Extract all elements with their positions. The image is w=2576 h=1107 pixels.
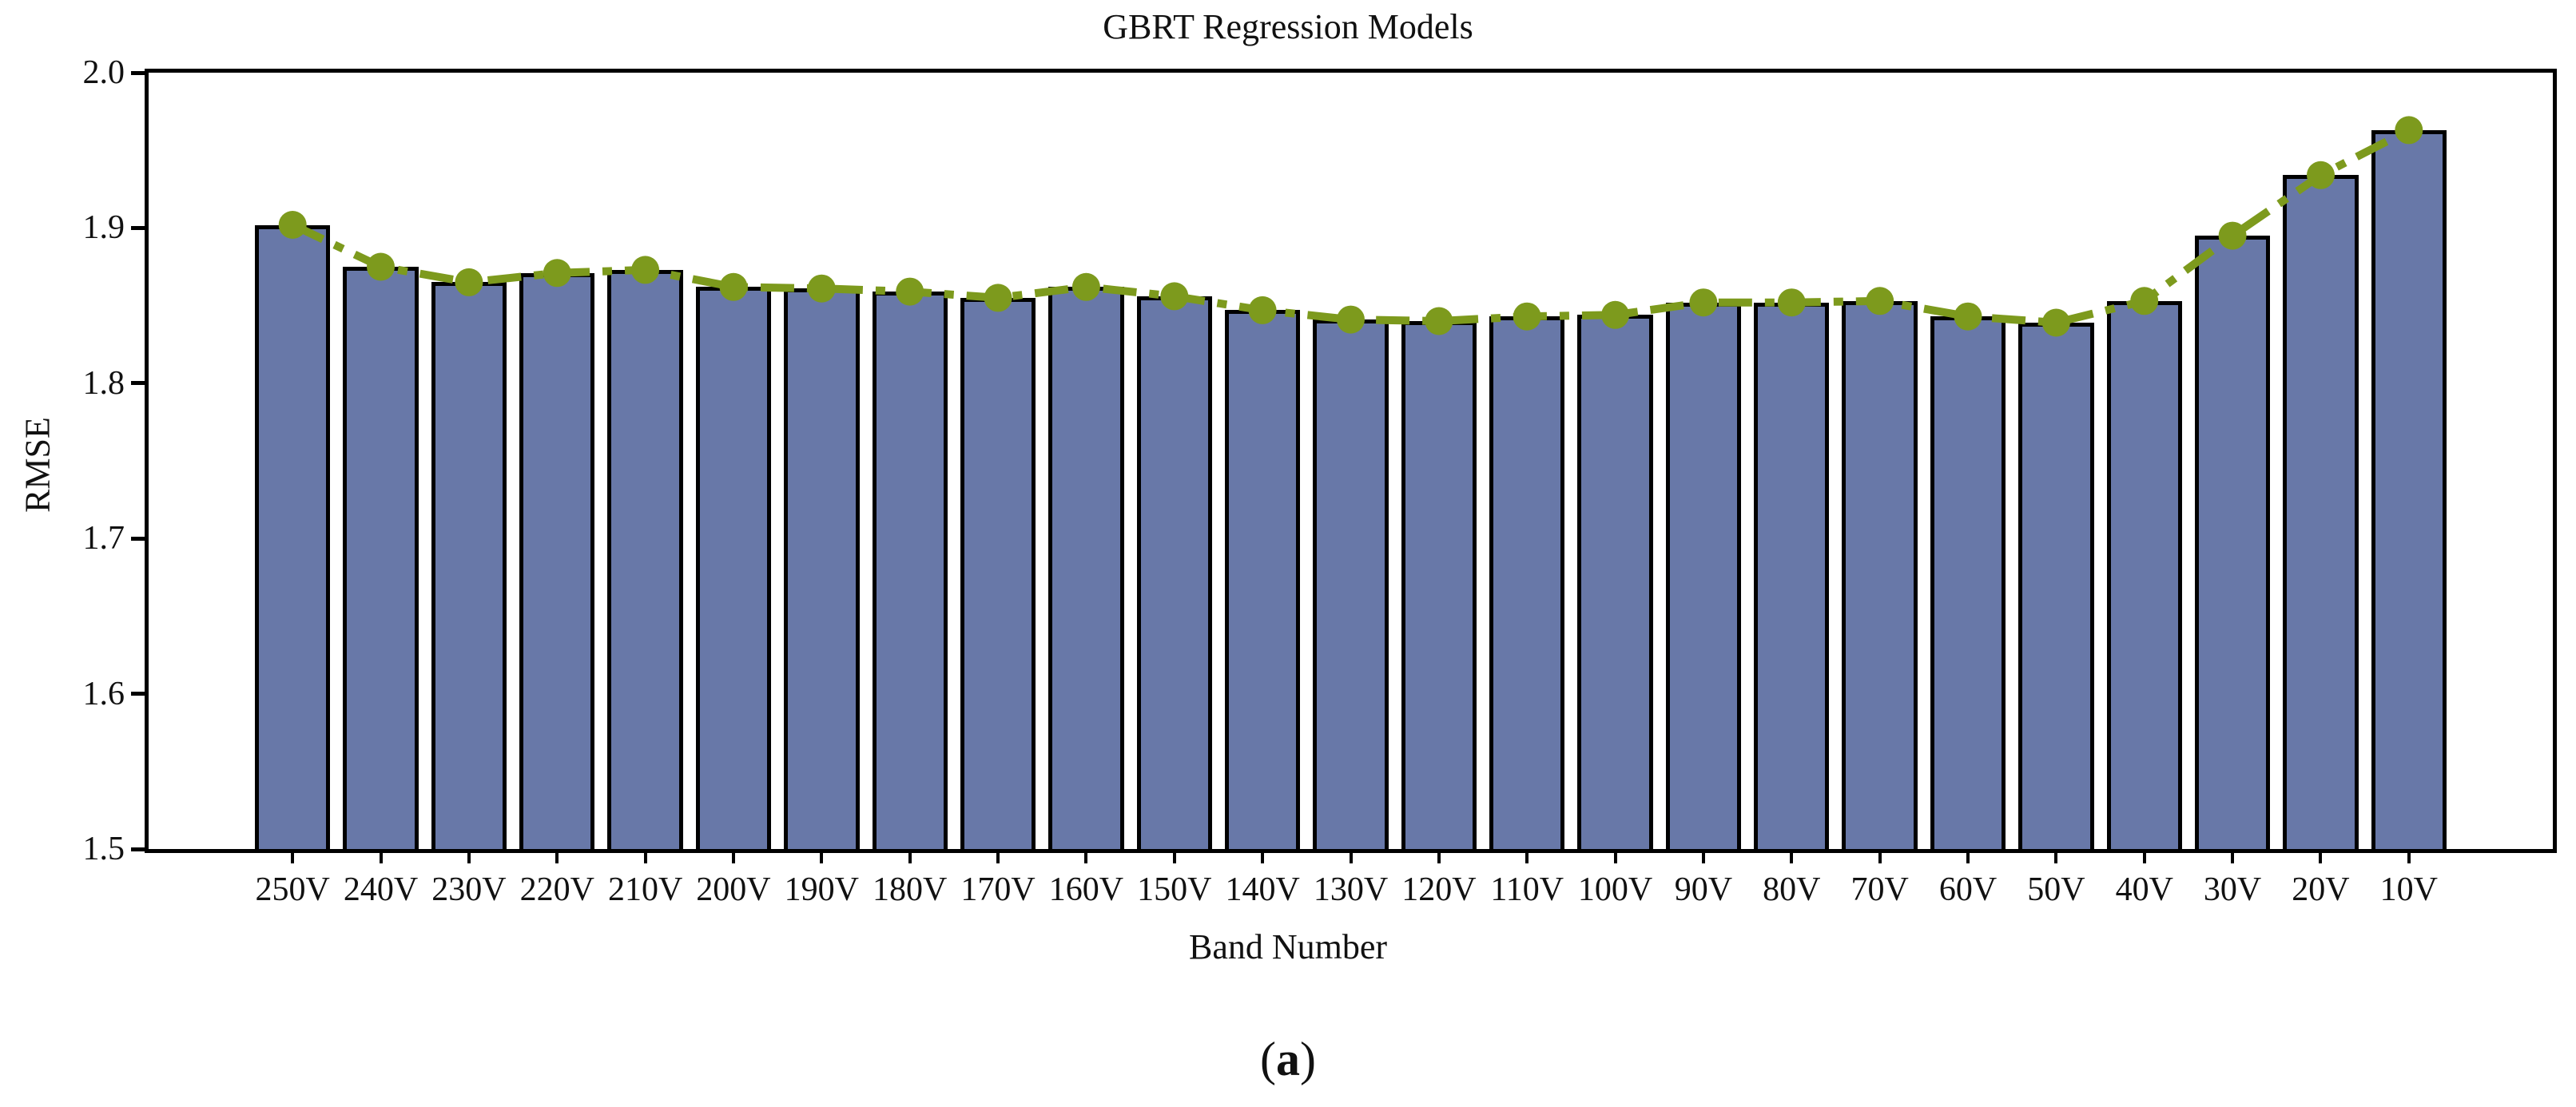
x-tick-label-10V: 10V [2379, 871, 2438, 908]
bar-130V [1313, 319, 1389, 849]
y-tick-1.9 [131, 225, 145, 230]
figure-caption: (a) [0, 1029, 2576, 1089]
x-tick-240V [379, 851, 383, 863]
bar-20V [2283, 175, 2359, 849]
x-tick-60V [1966, 851, 1970, 863]
x-tick-label-20V: 20V [2292, 871, 2350, 908]
x-tick-label-100V: 100V [1577, 871, 1653, 908]
bar-240V [343, 267, 419, 849]
bar-50V [2018, 322, 2094, 849]
x-tick-20V [2319, 851, 2323, 863]
y-tick-label-1.7: 1.7 [82, 520, 125, 557]
caption-paren-close: ) [1300, 1033, 1316, 1085]
bar-70V [1842, 300, 1918, 849]
x-tick-label-110V: 110V [1490, 871, 1564, 908]
bar-40V [2106, 300, 2182, 849]
x-tick-label-130V: 130V [1313, 871, 1389, 908]
bar-180V [872, 292, 948, 849]
x-tick-150V [1172, 851, 1176, 863]
y-tick-1.7 [131, 536, 145, 541]
y-tick-1.8 [131, 381, 145, 386]
bar-80V [1754, 302, 1830, 849]
x-tick-label-170V: 170V [960, 871, 1036, 908]
bars-layer [149, 73, 2553, 849]
x-tick-230V [467, 851, 471, 863]
x-tick-80V [1790, 851, 1794, 863]
x-tick-label-200V: 200V [696, 871, 771, 908]
x-tick-200V [731, 851, 735, 863]
bar-140V [1224, 310, 1301, 849]
bar-190V [784, 288, 860, 849]
bar-210V [607, 269, 683, 849]
y-tick-2.0 [131, 70, 145, 75]
y-tick-1.6 [131, 692, 145, 696]
x-tick-label-220V: 220V [519, 871, 594, 908]
caption-letter: a [1276, 1033, 1300, 1085]
y-tick-label-1.6: 1.6 [82, 675, 125, 712]
x-tick-170V [996, 851, 1000, 863]
x-tick-220V [555, 851, 559, 863]
bar-230V [431, 282, 507, 849]
x-tick-70V [1878, 851, 1882, 863]
x-tick-120V [1437, 851, 1441, 863]
bar-200V [695, 287, 772, 849]
bar-60V [1930, 316, 2006, 849]
x-tick-label-160V: 160V [1048, 871, 1124, 908]
bar-30V [2194, 236, 2271, 849]
x-tick-100V [1613, 851, 1617, 863]
bar-90V [1665, 302, 1742, 849]
y-tick-1.5 [131, 847, 145, 851]
x-tick-label-180V: 180V [873, 871, 948, 908]
x-tick-140V [1261, 851, 1265, 863]
x-tick-90V [1701, 851, 1705, 863]
x-tick-50V [2054, 851, 2058, 863]
x-axis-label: Band Number [1188, 927, 1388, 966]
x-tick-250V [291, 851, 295, 863]
x-tick-label-50V: 50V [2027, 871, 2085, 908]
x-tick-10V [2407, 851, 2411, 863]
chart-title: GBRT Regression Models [1103, 7, 1473, 46]
x-tick-label-90V: 90V [1674, 871, 1733, 908]
x-tick-label-40V: 40V [2115, 871, 2173, 908]
bar-110V [1489, 316, 1565, 849]
bar-220V [519, 272, 595, 849]
x-tick-label-140V: 140V [1225, 871, 1300, 908]
x-tick-label-190V: 190V [784, 871, 859, 908]
y-tick-label-1.5: 1.5 [82, 831, 125, 867]
x-tick-label-70V: 70V [1851, 871, 1909, 908]
y-tick-label-1.9: 1.9 [82, 209, 125, 247]
x-tick-label-60V: 60V [1938, 871, 1998, 908]
bar-160V [1048, 287, 1124, 849]
bar-170V [960, 297, 1036, 849]
x-tick-110V [1525, 851, 1529, 863]
x-tick-label-210V: 210V [607, 871, 683, 908]
caption-paren-open: ( [1260, 1033, 1276, 1085]
y-tick-label-2.0: 2.0 [82, 54, 125, 91]
x-tick-label-150V: 150V [1137, 871, 1212, 908]
bar-250V [255, 224, 331, 849]
x-tick-160V [1084, 851, 1088, 863]
x-tick-label-250V: 250V [255, 871, 330, 908]
x-tick-30V [2231, 851, 2235, 863]
plot-area [145, 69, 2557, 853]
x-tick-label-30V: 30V [2203, 871, 2262, 908]
x-tick-label-230V: 230V [431, 871, 507, 908]
x-tick-40V [2142, 851, 2146, 863]
bar-120V [1401, 321, 1477, 849]
x-tick-130V [1349, 851, 1353, 863]
x-tick-label-240V: 240V [343, 871, 419, 908]
bar-150V [1136, 296, 1212, 849]
y-tick-label-1.8: 1.8 [82, 364, 125, 402]
x-tick-210V [643, 851, 647, 863]
y-axis-label: RMSE [18, 417, 58, 513]
x-tick-label-80V: 80V [1763, 871, 1821, 908]
x-tick-190V [820, 851, 824, 863]
x-tick-180V [908, 851, 912, 863]
bar-100V [1577, 315, 1653, 849]
bar-10V [2371, 129, 2447, 849]
x-tick-label-120V: 120V [1401, 871, 1477, 908]
